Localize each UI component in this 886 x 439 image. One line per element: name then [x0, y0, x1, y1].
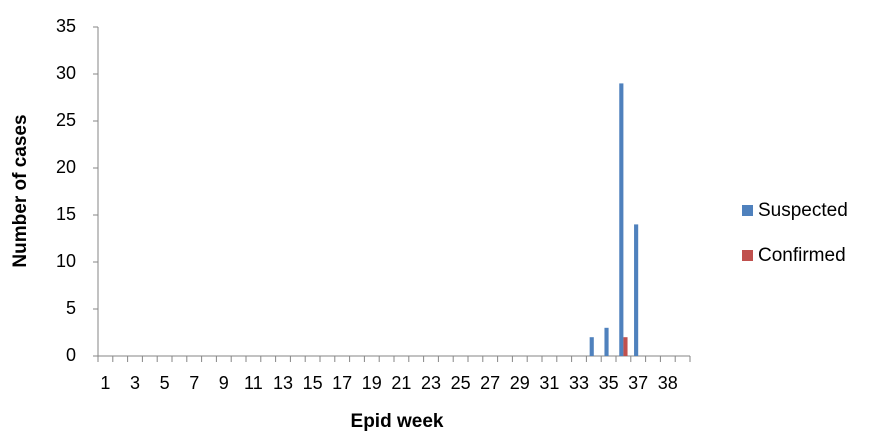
legend-swatch [742, 250, 753, 261]
x-tick-label: 17 [332, 373, 352, 393]
y-tick-label: 30 [56, 63, 76, 83]
y-tick-label: 15 [56, 204, 76, 224]
x-tick-label: 9 [219, 373, 229, 393]
x-tick-label: 3 [130, 373, 140, 393]
x-tick-label: 27 [480, 373, 500, 393]
legend-label: Confirmed [758, 245, 846, 266]
y-tick-label: 5 [66, 298, 76, 318]
y-tick-label: 10 [56, 251, 76, 271]
bar [623, 337, 628, 356]
y-tick-label: 0 [66, 345, 76, 365]
x-tick-label: 31 [539, 373, 559, 393]
x-tick-label: 1 [100, 373, 110, 393]
x-tick-label: 25 [451, 373, 471, 393]
x-tick-label: 11 [244, 373, 263, 393]
y-axis-title: Number of cases [10, 114, 31, 267]
legend-swatch [742, 205, 753, 216]
x-tick-label: 38 [658, 373, 678, 393]
legend-label: Suspected [758, 200, 848, 221]
bar [634, 224, 639, 356]
x-tick-label: 29 [510, 373, 530, 393]
x-tick-label: 5 [160, 373, 170, 393]
x-tick-label: 7 [189, 373, 199, 393]
bar [604, 327, 609, 356]
x-tick-label: 15 [303, 373, 323, 393]
x-tick-label: 21 [391, 373, 411, 393]
x-tick-label: 33 [569, 373, 589, 393]
y-tick-label: 20 [56, 157, 76, 177]
bar [589, 337, 594, 356]
x-tick-label: 23 [421, 373, 441, 393]
x-tick-label: 35 [599, 373, 619, 393]
y-tick-label: 35 [56, 16, 76, 36]
y-tick-label: 25 [56, 110, 76, 130]
x-axis-title: Epid week [351, 411, 444, 432]
x-tick-label: 13 [273, 373, 293, 393]
x-tick-label: 19 [362, 373, 382, 393]
bar [619, 83, 624, 357]
x-tick-label: 37 [628, 373, 648, 393]
